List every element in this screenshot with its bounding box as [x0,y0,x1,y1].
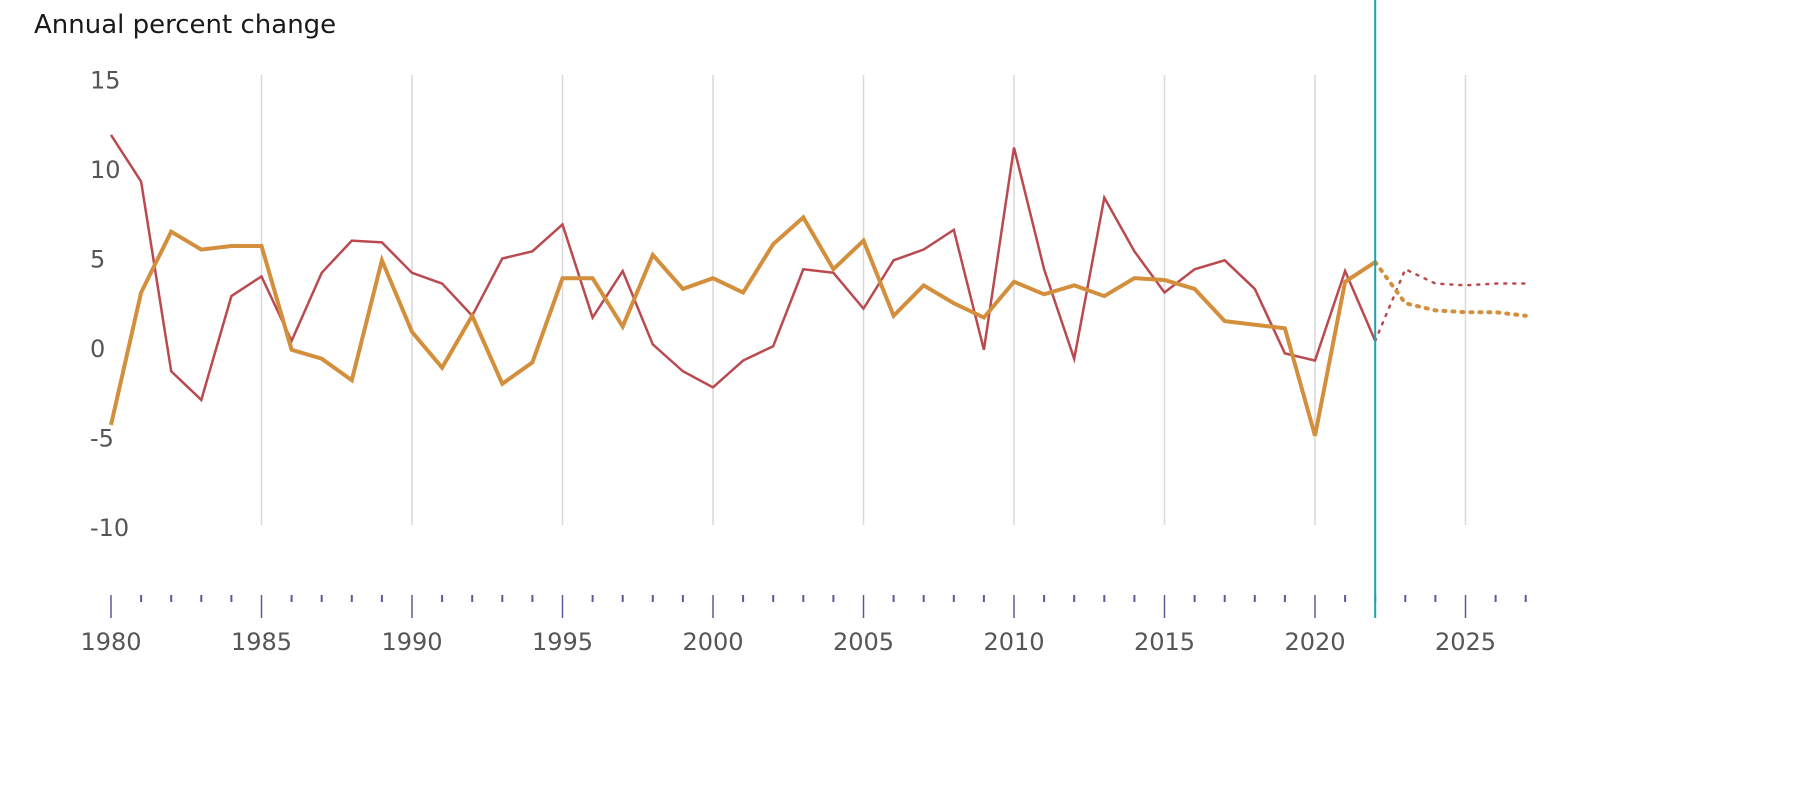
x-tick-label: 1985 [231,628,292,656]
projection-line-series_b [1373,260,1528,318]
y-tick-label: 15 [90,67,121,95]
chart-title: Annual percent change [34,10,337,40]
x-tick-label: 2015 [1134,628,1195,656]
x-tick-label: 1990 [381,628,442,656]
projection-line-series_a [1373,267,1527,343]
x-tick-label: 2000 [682,628,743,656]
x-tick-label: 2010 [983,628,1044,656]
series-line-series_a [109,134,1377,403]
y-tick-label: -5 [90,425,114,453]
x-tick-label: 1995 [532,628,593,656]
y-tick-label: 0 [90,335,105,363]
y-tick-label: 5 [90,246,105,274]
series-line-series_b [109,214,1377,437]
x-tick-label: 2025 [1435,628,1496,656]
y-tick-label: 10 [90,156,121,184]
x-tick-label: 1980 [80,628,141,656]
y-tick-label: -10 [90,514,129,542]
x-tick-label: 2020 [1284,628,1345,656]
x-tick-label: 2005 [833,628,894,656]
